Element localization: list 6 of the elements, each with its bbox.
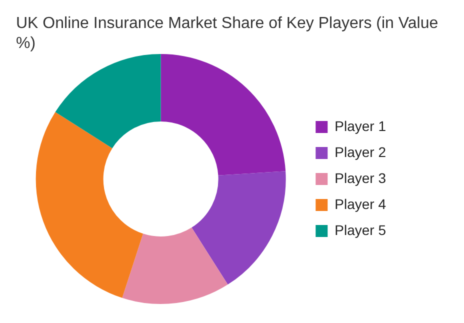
legend-label: Player 5: [334, 222, 386, 238]
legend-label: Player 3: [334, 170, 386, 186]
legend-label: Player 2: [334, 144, 386, 160]
chart-title: UK Online Insurance Market Share of Key Players (in Value %): [15, 14, 440, 54]
legend-label: Player 4: [334, 196, 386, 212]
legend-label: Player 1: [334, 118, 386, 134]
